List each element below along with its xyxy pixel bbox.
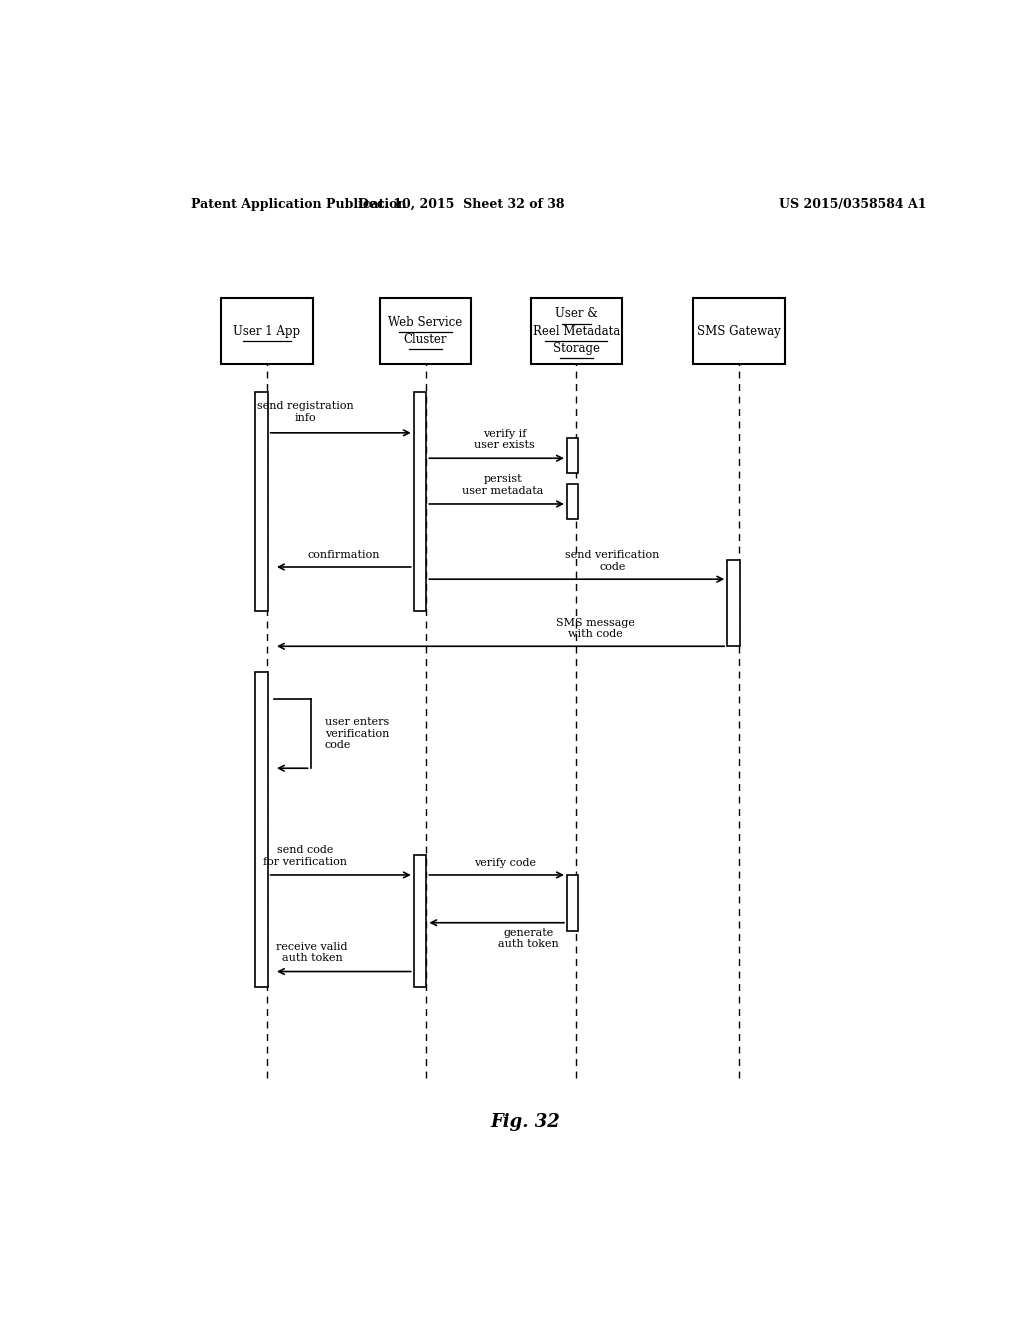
Bar: [693, 298, 784, 364]
Text: User &: User &: [555, 308, 598, 321]
Text: send verification
code: send verification code: [565, 550, 659, 572]
Text: Cluster: Cluster: [403, 334, 447, 346]
Bar: [567, 875, 578, 931]
Text: Fig. 32: Fig. 32: [489, 1113, 560, 1131]
Bar: [530, 298, 622, 364]
Text: SMS message
with code: SMS message with code: [556, 618, 635, 639]
Bar: [567, 483, 578, 519]
Text: Dec. 10, 2015  Sheet 32 of 38: Dec. 10, 2015 Sheet 32 of 38: [358, 198, 564, 211]
Bar: [727, 560, 740, 647]
Text: confirmation: confirmation: [307, 550, 380, 560]
Text: send code
for verification: send code for verification: [263, 845, 347, 867]
Text: Web Service: Web Service: [388, 315, 463, 329]
Text: Patent Application Publication: Patent Application Publication: [191, 198, 407, 211]
Text: Reel Metadata: Reel Metadata: [532, 325, 620, 338]
Bar: [255, 392, 267, 611]
Text: verify if
user exists: verify if user exists: [474, 429, 535, 450]
Bar: [221, 298, 312, 364]
Text: US 2015/0358584 A1: US 2015/0358584 A1: [778, 198, 927, 211]
Bar: [414, 854, 426, 987]
Text: generate
auth token: generate auth token: [498, 928, 559, 949]
Text: User 1 App: User 1 App: [233, 325, 300, 338]
Bar: [255, 672, 267, 987]
Bar: [414, 392, 426, 611]
Text: Storage: Storage: [553, 342, 600, 355]
Text: user enters
verification
code: user enters verification code: [325, 717, 389, 750]
Text: send registration
info: send registration info: [257, 401, 353, 422]
Text: verify code: verify code: [473, 858, 536, 867]
Bar: [380, 298, 471, 364]
Text: receive valid
auth token: receive valid auth token: [276, 941, 348, 964]
Bar: [567, 438, 578, 474]
Text: persist
user metadata: persist user metadata: [462, 474, 544, 496]
Text: SMS Gateway: SMS Gateway: [697, 325, 781, 338]
